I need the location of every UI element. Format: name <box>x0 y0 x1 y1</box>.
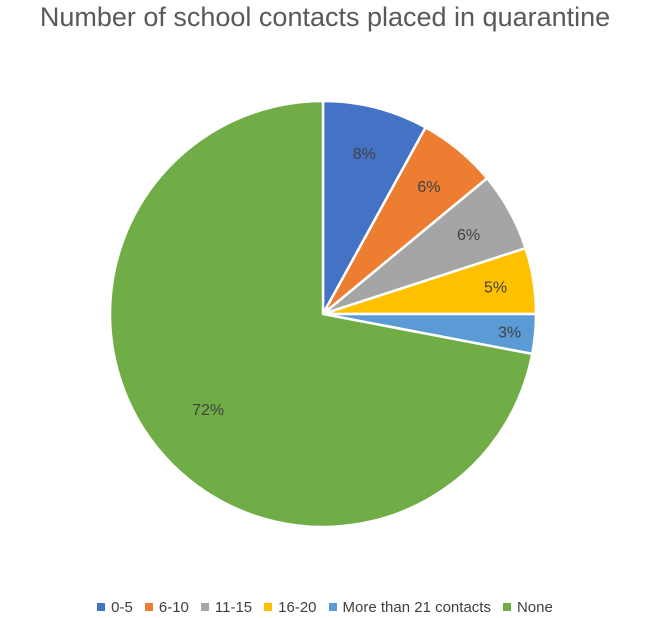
legend-swatch <box>144 603 153 611</box>
legend-item-none: None <box>502 598 553 616</box>
data-label-more-than-21-contacts: 3% <box>498 325 521 342</box>
legend-swatch <box>328 603 337 611</box>
pie-slice-0-5 <box>321 99 427 316</box>
legend-label: 6-10 <box>158 598 189 616</box>
legend-item-0-5: 0-5 <box>97 599 133 616</box>
data-label-11-15: 6% <box>457 227 480 244</box>
pie-chart: 8% 6% 6% 5% 3% 72% <box>108 99 538 529</box>
data-label-6-10: 6% <box>417 179 440 196</box>
legend-item-16-20: 16-20 <box>264 598 317 616</box>
legend-label: 11-15 <box>214 598 253 616</box>
legend-swatch <box>264 603 273 611</box>
legend-swatch <box>502 603 511 611</box>
legend-label: 0-5 <box>111 598 133 616</box>
data-label-none: 72% <box>192 402 224 419</box>
data-label-16-20: 5% <box>484 280 507 297</box>
chart-title: Number of school contacts placed in quar… <box>39 2 611 32</box>
legend-label: More than 21 contacts <box>342 598 491 616</box>
legend-label: None <box>516 598 553 616</box>
legend: 0-5 6-10 11-15 16-20 More than 21 contacts No… <box>0 597 650 617</box>
legend-swatch <box>200 603 209 611</box>
legend-item-more-than-21-contacts: More than 21 contacts <box>328 598 491 616</box>
legend-label: 16-20 <box>278 598 317 616</box>
legend-item-6-10: 6-10 <box>144 598 189 616</box>
pie-slice-none <box>108 99 534 529</box>
legend-swatch <box>97 603 106 611</box>
legend-item-11-15: 11-15 <box>200 598 253 616</box>
data-label-0-5: 8% <box>353 146 376 163</box>
